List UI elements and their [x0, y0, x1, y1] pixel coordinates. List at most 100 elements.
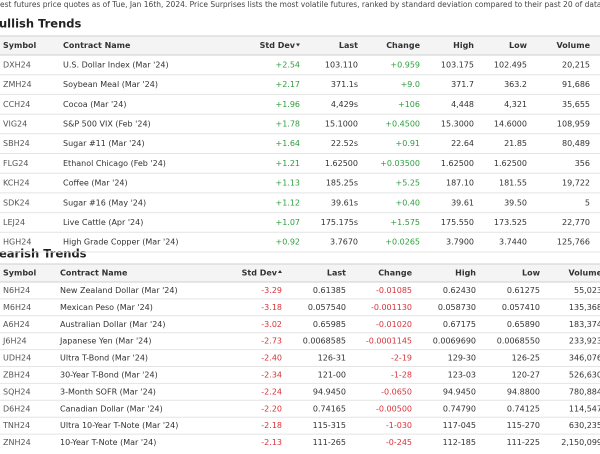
symbol-link[interactable]: LEJ24 [3, 218, 25, 227]
cell: 0.74790 [443, 404, 476, 413]
cell: 0.74165 [313, 404, 346, 413]
cell: 39.50 [504, 198, 527, 207]
cell: +106 [398, 100, 420, 109]
column-header[interactable]: Volume [569, 269, 600, 278]
column-header[interactable]: Last [327, 269, 346, 278]
column-header[interactable]: Symbol [3, 41, 37, 50]
cell: 233,923 [569, 337, 600, 346]
contract-name[interactable]: Sugar #16 (May '24) [63, 198, 146, 207]
cell: 363.2 [504, 80, 527, 89]
cell: 780,884 [569, 387, 600, 396]
symbol-link[interactable]: FLG24 [3, 159, 28, 168]
contract-name[interactable]: 3-Month SOFR (Mar '24) [60, 387, 156, 396]
cell: 175.550 [441, 218, 474, 227]
column-header[interactable]: Change [378, 269, 412, 278]
cell: 19,722 [562, 179, 590, 188]
column-header[interactable]: Volume [557, 41, 591, 50]
symbol-link[interactable]: J6H24 [2, 337, 27, 346]
cell: +2.54 [275, 60, 300, 69]
cell: -2.34 [261, 370, 282, 379]
column-header[interactable]: High [455, 269, 476, 278]
cell: -0.01085 [376, 286, 412, 295]
cell: 3.7670 [330, 238, 358, 247]
contract-name[interactable]: Ultra 10-Year T-Note (Mar '24) [60, 421, 178, 430]
cell: 21.85 [504, 139, 527, 148]
cell: 112-185 [443, 438, 476, 447]
column-header[interactable]: Change [386, 41, 420, 50]
column-header[interactable]: Last [339, 41, 358, 50]
cell: 103.110 [325, 60, 358, 69]
contract-name[interactable]: High Grade Copper (Mar '24) [63, 238, 179, 247]
cell: +1.13 [275, 179, 300, 188]
cell: 371.1s [331, 80, 358, 89]
sort-arrow[interactable] [278, 270, 282, 273]
cell: 103.175 [441, 60, 474, 69]
cell: -0.00500 [376, 404, 412, 413]
symbol-link[interactable]: SBH24 [3, 139, 30, 148]
cell: 187.10 [446, 179, 474, 188]
column-header[interactable]: Std Dev [260, 41, 296, 50]
contract-name[interactable]: Japanese Yen (Mar '24) [59, 337, 151, 346]
contract-name[interactable]: 10-Year T-Note (Mar '24) [60, 438, 156, 447]
cell: -0.0001145 [366, 337, 412, 346]
cell: 35,655 [562, 100, 590, 109]
cell: 117-045 [443, 421, 476, 430]
contract-name[interactable]: Mexican Peso (Mar '24) [60, 303, 153, 312]
symbol-link[interactable]: VIG24 [3, 119, 27, 128]
symbol-link[interactable]: D6H24 [3, 404, 30, 413]
cell: +0.959 [390, 60, 420, 69]
contract-name[interactable]: Coffee (Mar '24) [63, 179, 128, 188]
column-header[interactable]: Low [522, 269, 541, 278]
cell: 183,374 [569, 320, 600, 329]
column-header[interactable]: High [453, 41, 474, 50]
symbol-link[interactable]: CCH24 [3, 100, 30, 109]
table-header-bg [0, 264, 600, 282]
symbol-link[interactable]: M6H24 [3, 303, 31, 312]
symbol-link[interactable]: N6H24 [3, 286, 30, 295]
cell: +1.64 [275, 139, 300, 148]
cell: 1.62500 [441, 159, 474, 168]
cell: -0-245 [386, 438, 412, 447]
contract-name[interactable]: Australian Dollar (Mar '24) [60, 320, 166, 329]
symbol-link[interactable]: UDH24 [3, 354, 31, 363]
column-header[interactable]: Contract Name [60, 269, 128, 278]
cell: 526,630 [569, 370, 600, 379]
symbol-link[interactable]: SDK24 [3, 198, 30, 207]
cell: 2,150,099 [561, 438, 600, 447]
column-header[interactable]: Contract Name [63, 41, 131, 50]
cell: -3.18 [261, 303, 282, 312]
column-header[interactable]: Std Dev [242, 269, 278, 278]
column-header[interactable]: Symbol [3, 269, 37, 278]
cell: 22.52s [331, 139, 358, 148]
cell: 0.67175 [443, 320, 476, 329]
contract-name[interactable]: S&P 500 VIX (Feb '24) [63, 119, 151, 128]
column-header[interactable]: Low [509, 41, 528, 50]
contract-name[interactable]: 30-Year T-Bond (Mar '24) [60, 370, 158, 379]
contract-name[interactable]: Cocoa (Mar '24) [63, 100, 126, 109]
contract-name[interactable]: Soybean Meal (Mar '24) [63, 80, 158, 89]
cell: 0.61385 [313, 286, 346, 295]
cell: 1.62500 [494, 159, 527, 168]
symbol-link[interactable]: ZMH24 [3, 80, 32, 89]
contract-name[interactable]: Ultra T-Bond (Mar '24) [60, 354, 148, 363]
cell: 0.74125 [507, 404, 540, 413]
contract-name[interactable]: New Zealand Dollar (Mar '24) [60, 286, 178, 295]
cell: +0.4500 [385, 119, 420, 128]
contract-name[interactable]: U.S. Dollar Index (Mar '24) [63, 60, 169, 69]
symbol-link[interactable]: ZNH24 [3, 438, 31, 447]
cell: 173.525 [494, 218, 527, 227]
contract-name[interactable]: Ethanol Chicago (Feb '24) [63, 159, 166, 168]
intro-text: est futures price quotes as of Tue, Jan … [0, 0, 600, 9]
symbol-link[interactable]: TNH24 [2, 421, 30, 430]
symbol-link[interactable]: KCH24 [3, 179, 30, 188]
symbol-link[interactable]: DXH24 [3, 60, 31, 69]
sort-arrow[interactable] [296, 43, 300, 47]
contract-name[interactable]: Sugar #11 (Mar '24) [63, 139, 145, 148]
symbol-link[interactable]: ZBH24 [3, 370, 30, 379]
cell: 94.9450 [313, 387, 346, 396]
contract-name[interactable]: Live Cattle (Apr '24) [63, 218, 143, 227]
symbol-link[interactable]: A6H24 [3, 320, 30, 329]
symbol-link[interactable]: SQH24 [3, 387, 31, 396]
symbol-link[interactable]: HGH24 [3, 238, 31, 247]
contract-name[interactable]: Canadian Dollar (Mar '24) [60, 404, 163, 413]
